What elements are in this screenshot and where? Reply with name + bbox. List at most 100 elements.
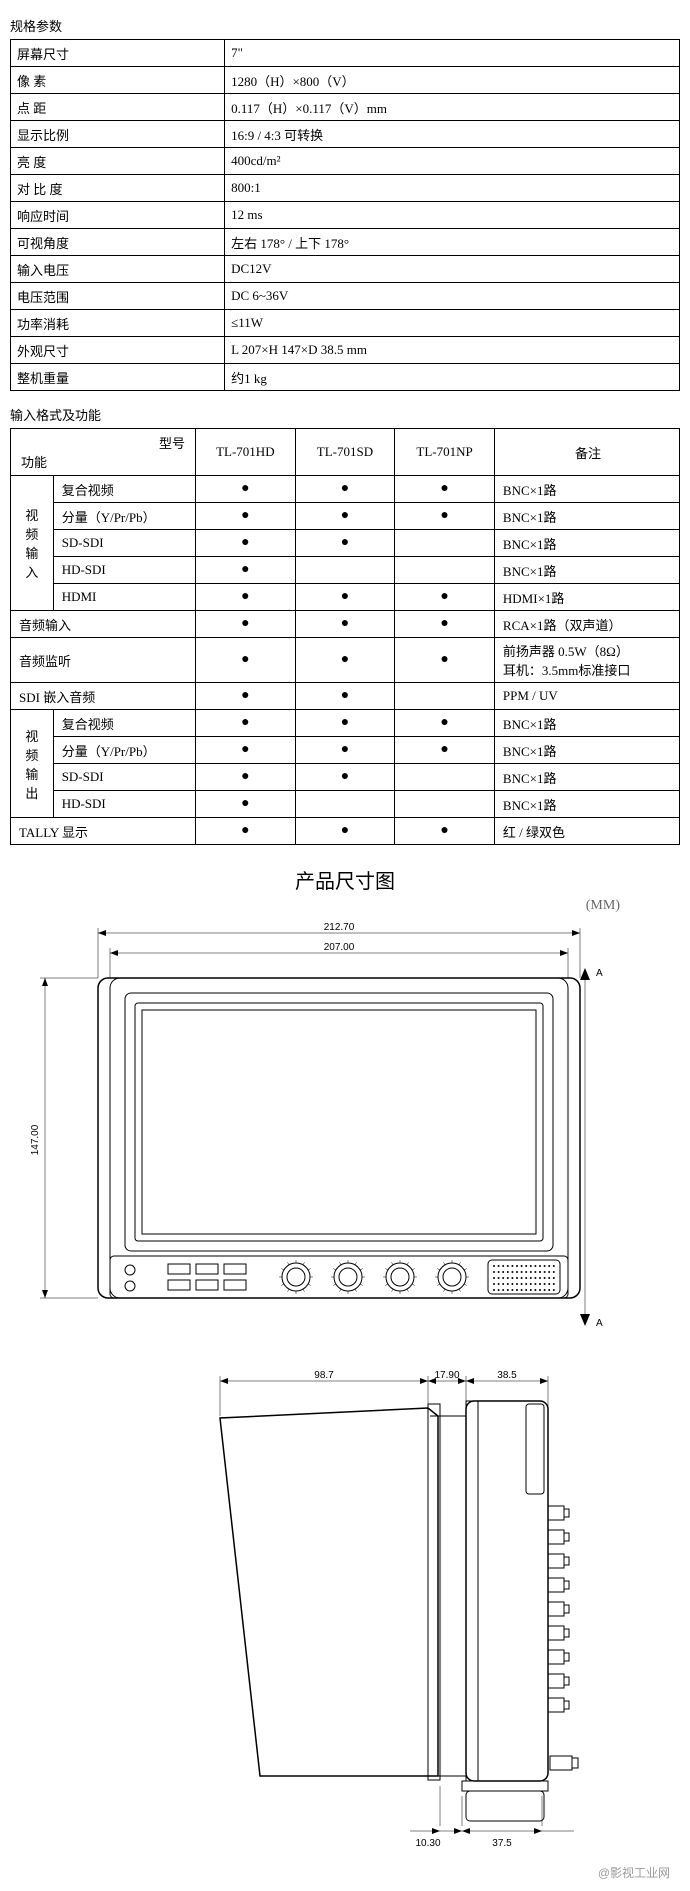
func-dot: ● [196, 737, 296, 764]
func-row: SDI 嵌入音频●●PPM / UV [11, 683, 680, 710]
spec-row: 亮 度 400cd/m² [11, 148, 680, 175]
spec-row: 屏幕尺寸 7" [11, 40, 680, 67]
func-name: 分量（Y/Pr/Pb） [53, 737, 195, 764]
func-note: HDMI×1路 [494, 584, 679, 611]
spec-table: 屏幕尺寸 7"像 素 1280（H）×800（V）点 距 0.117（H）×0.… [10, 39, 680, 391]
func-dot: ● [395, 584, 495, 611]
func-dot: ● [196, 476, 296, 503]
spec-key: 可视角度 [11, 229, 225, 256]
func-dot: ● [395, 611, 495, 638]
func-name: 音频输入 [11, 611, 196, 638]
spec-row: 功率消耗 ≤11W [11, 310, 680, 337]
func-note: BNC×1路 [494, 737, 679, 764]
spec-val: 16:9 / 4:3 可转换 [225, 121, 680, 148]
func-note-h: 备注 [494, 429, 679, 476]
diagram-unit: (MM) [10, 898, 680, 914]
spec-row: 对 比 度 800:1 [11, 175, 680, 202]
func-row: SD-SDI●●BNC×1路 [11, 530, 680, 557]
spec-key: 显示比例 [11, 121, 225, 148]
func-title: 输入格式及功能 [10, 405, 680, 424]
func-dot [395, 764, 495, 791]
func-note: RCA×1路（双声道） [494, 611, 679, 638]
spec-val: 左右 178° / 上下 178° [225, 229, 680, 256]
func-dot: ● [196, 638, 296, 683]
func-dot: ● [395, 503, 495, 530]
diagram-title: 产品尺寸图 [10, 865, 680, 894]
func-name: HD-SDI [53, 557, 195, 584]
func-name: TALLY 显示 [11, 818, 196, 845]
func-row: 音频监听●●●前扬声器 0.5W（8Ω）耳机：3.5mm标准接口 [11, 638, 680, 683]
func-dot: ● [295, 737, 395, 764]
func-note: BNC×1路 [494, 791, 679, 818]
func-dot [295, 557, 395, 584]
func-header: 型号功能 [11, 429, 196, 476]
spec-row: 响应时间 12 ms [11, 202, 680, 229]
func-row: 分量（Y/Pr/Pb）●●●BNC×1路 [11, 503, 680, 530]
func-name: SDI 嵌入音频 [11, 683, 196, 710]
spec-key: 响应时间 [11, 202, 225, 229]
func-row: 视频输出复合视频●●●BNC×1路 [11, 710, 680, 737]
spec-row: 像 素 1280（H）×800（V） [11, 67, 680, 94]
spec-val: ≤11W [225, 310, 680, 337]
func-note: PPM / UV [494, 683, 679, 710]
spec-key: 整机重量 [11, 364, 225, 391]
svg-text:37.5: 37.5 [492, 1838, 512, 1849]
func-dot: ● [295, 476, 395, 503]
spec-val: 12 ms [225, 202, 680, 229]
func-note: BNC×1路 [494, 476, 679, 503]
func-dot: ● [196, 611, 296, 638]
spec-key: 电压范围 [11, 283, 225, 310]
spec-val: 7" [225, 40, 680, 67]
spec-row: 可视角度 左右 178° / 上下 178° [11, 229, 680, 256]
func-note: BNC×1路 [494, 710, 679, 737]
func-group: 视频输入 [11, 476, 54, 611]
func-dot: ● [196, 584, 296, 611]
spec-val: DC12V [225, 256, 680, 283]
func-dot: ● [395, 638, 495, 683]
spec-val: L 207×H 147×D 38.5 mm [225, 337, 680, 364]
svg-text:98.7: 98.7 [314, 1370, 334, 1381]
spec-row: 外观尺寸 L 207×H 147×D 38.5 mm [11, 337, 680, 364]
func-dot [395, 683, 495, 710]
svg-text:207.00: 207.00 [324, 942, 355, 953]
svg-text:10.30: 10.30 [415, 1838, 440, 1849]
func-note: 红 / 绿双色 [494, 818, 679, 845]
func-group: 视频输出 [11, 710, 54, 818]
func-dot [395, 530, 495, 557]
func-dot: ● [395, 737, 495, 764]
func-row: 音频输入●●●RCA×1路（双声道） [11, 611, 680, 638]
side-view-diagram: 98.7 17.90 38.5 10.30 37.5 [130, 1356, 680, 1856]
func-name: SD-SDI [53, 764, 195, 791]
spec-row: 输入电压 DC12V [11, 256, 680, 283]
func-row: 分量（Y/Pr/Pb）●●●BNC×1路 [11, 737, 680, 764]
spec-key: 像 素 [11, 67, 225, 94]
func-dot: ● [196, 791, 296, 818]
func-dot: ● [295, 503, 395, 530]
func-dot [395, 557, 495, 584]
func-dot: ● [196, 503, 296, 530]
func-dot: ● [196, 530, 296, 557]
spec-key: 对 比 度 [11, 175, 225, 202]
func-row: 视频输入复合视频●●●BNC×1路 [11, 476, 680, 503]
func-note: 前扬声器 0.5W（8Ω）耳机：3.5mm标准接口 [494, 638, 679, 683]
func-note: BNC×1路 [494, 503, 679, 530]
func-dot: ● [295, 530, 395, 557]
func-dot: ● [295, 764, 395, 791]
func-row: HDMI●●●HDMI×1路 [11, 584, 680, 611]
func-row: HD-SDI● BNC×1路 [11, 791, 680, 818]
func-dot: ● [295, 611, 395, 638]
spec-val: 0.117（H）×0.117（V）mm [225, 94, 680, 121]
spec-val: DC 6~36V [225, 283, 680, 310]
func-dot [395, 791, 495, 818]
func-name: HD-SDI [53, 791, 195, 818]
func-dot: ● [395, 710, 495, 737]
spec-row: 点 距 0.117（H）×0.117（V）mm [11, 94, 680, 121]
func-dot: ● [295, 818, 395, 845]
spec-val: 1280（H）×800（V） [225, 67, 680, 94]
func-dot: ● [395, 818, 495, 845]
watermark: @影视工业网 [10, 1864, 680, 1881]
func-note: BNC×1路 [494, 557, 679, 584]
func-dot [295, 791, 395, 818]
spec-key: 点 距 [11, 94, 225, 121]
func-dot: ● [196, 710, 296, 737]
